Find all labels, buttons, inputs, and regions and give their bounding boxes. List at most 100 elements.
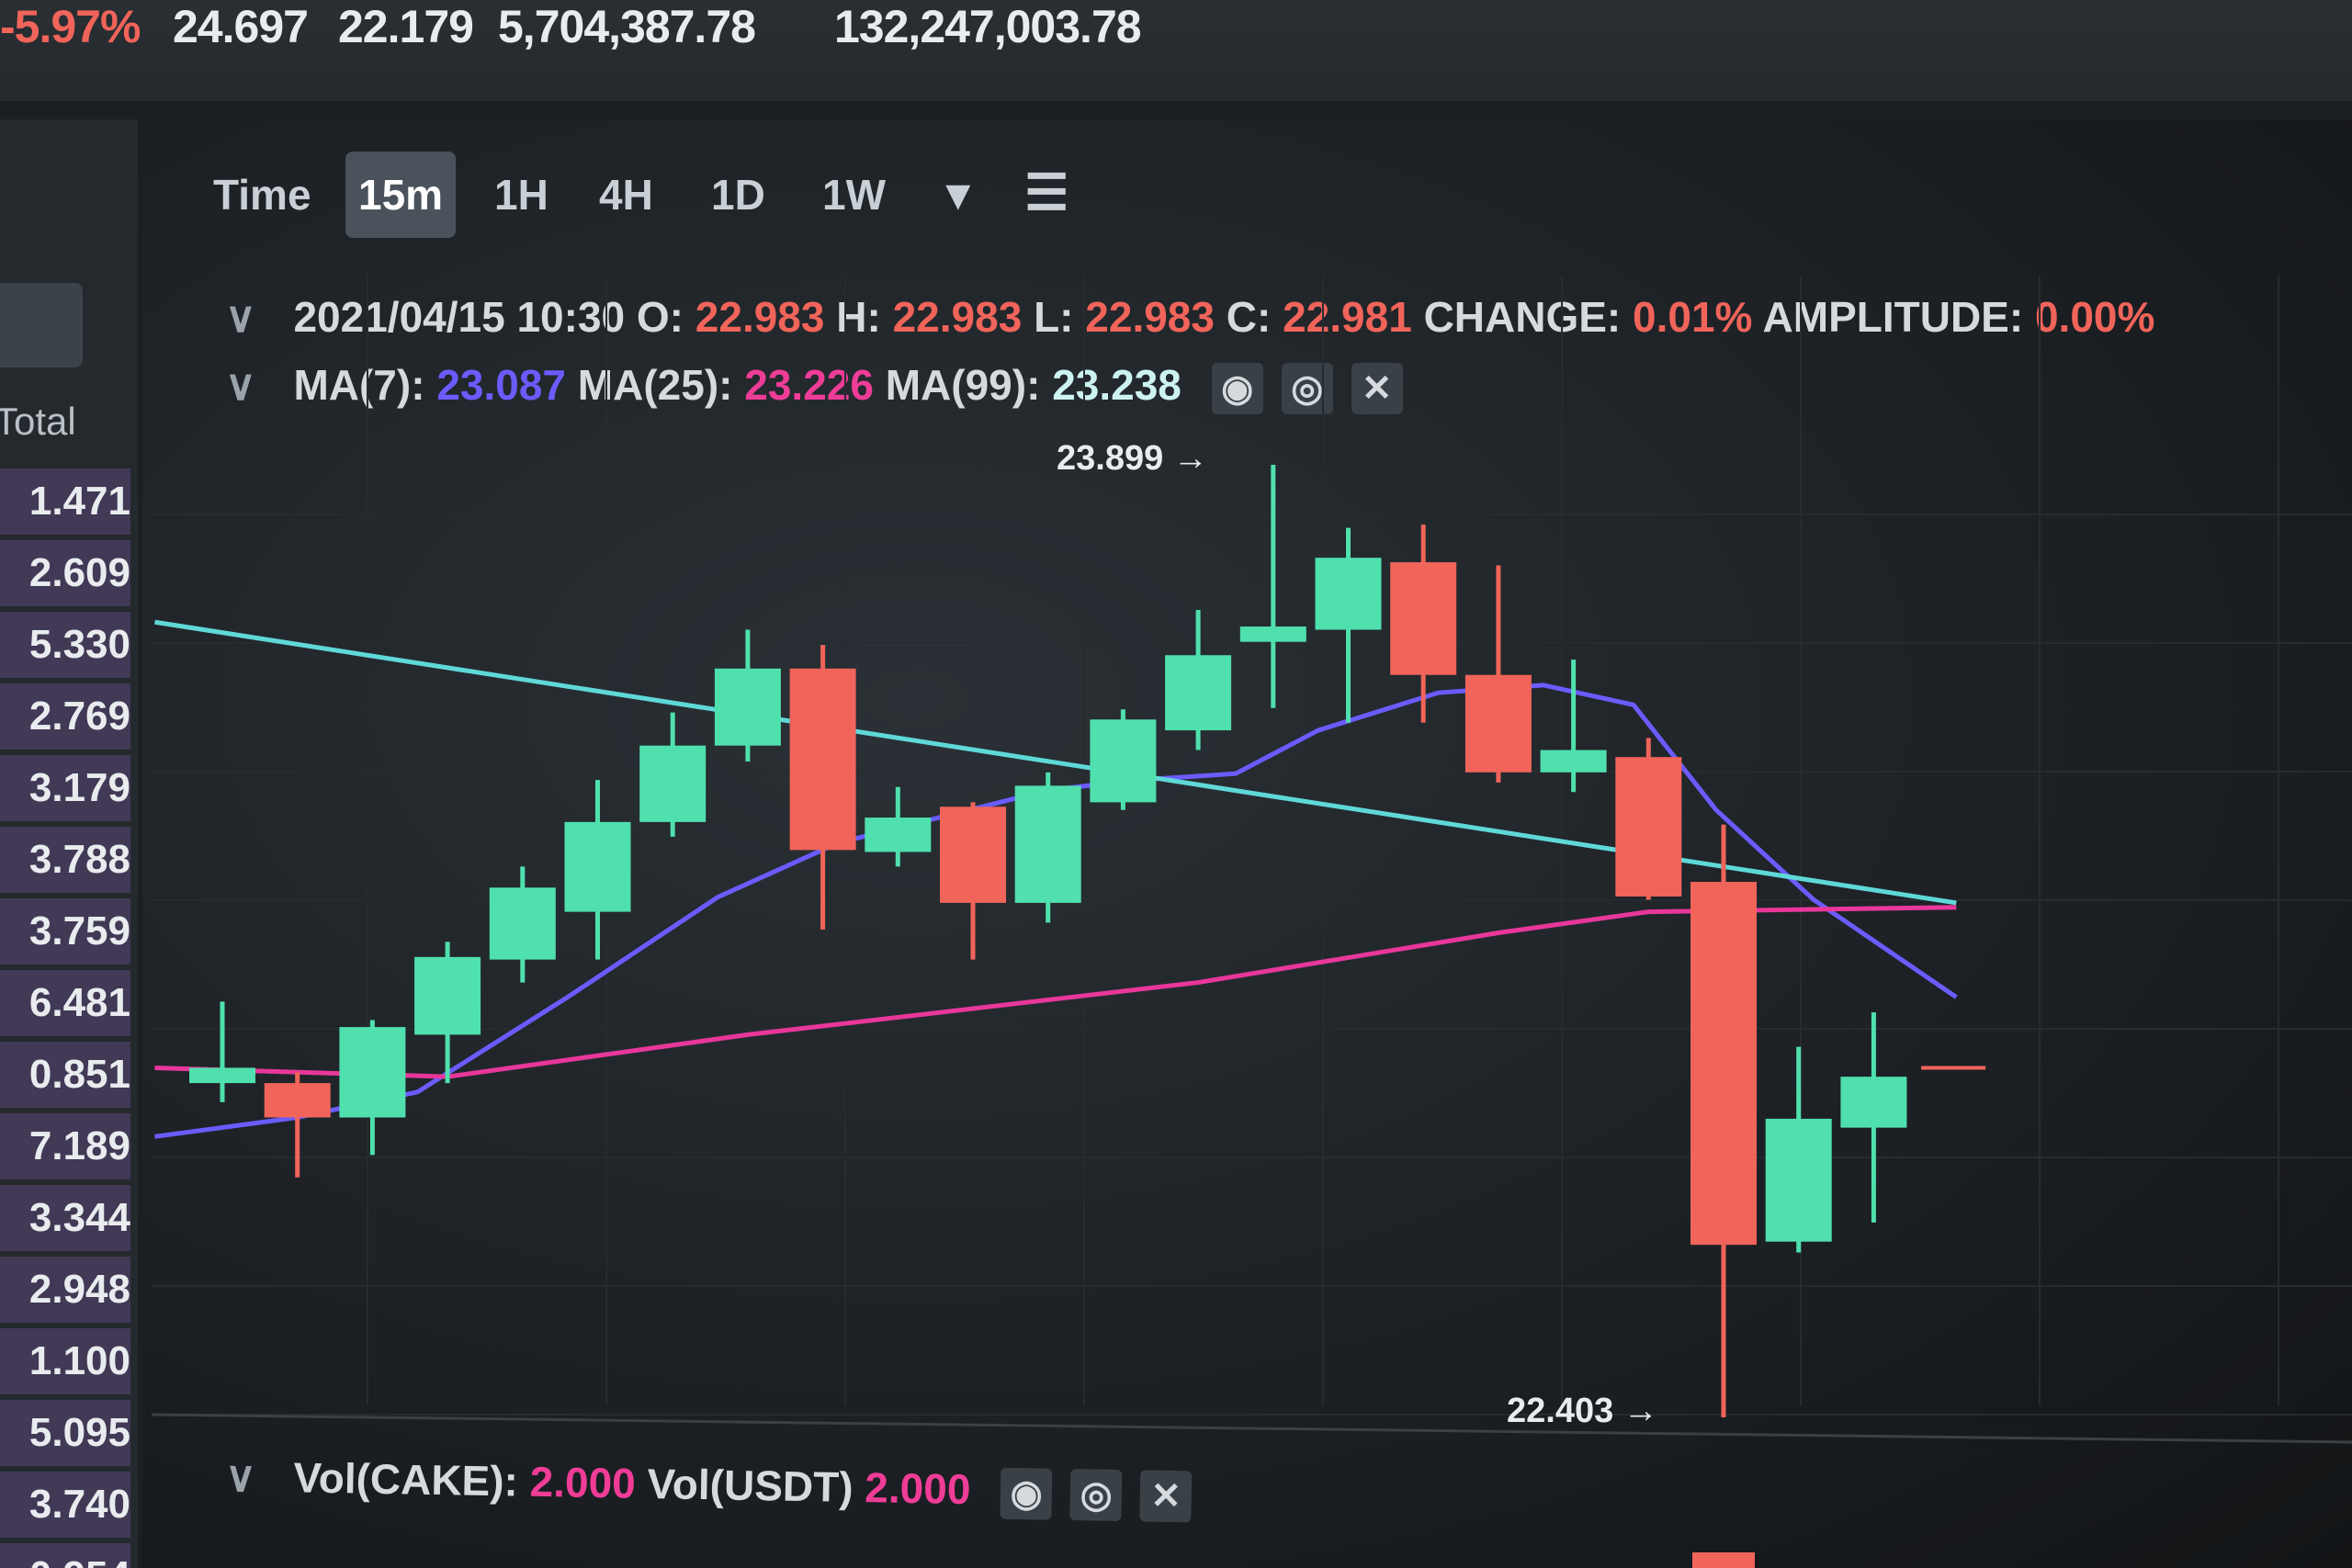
- order-book-row[interactable]: 3.788: [0, 827, 130, 893]
- ma25-label: MA(25):: [577, 361, 733, 409]
- close-icon[interactable]: ✕: [1351, 362, 1403, 414]
- chart-panel: [142, 119, 2352, 1568]
- candle-up: [1239, 626, 1306, 642]
- eye-icon[interactable]: ◉: [1211, 362, 1263, 414]
- high-value: 22.983: [892, 293, 1023, 341]
- low-value: 22.983: [1085, 293, 1215, 341]
- candle-up: [564, 821, 631, 912]
- candle-up: [489, 887, 556, 960]
- candle-up: [1540, 750, 1607, 773]
- tab-4h[interactable]: 4H: [599, 171, 653, 219]
- arrow-right-icon: →: [1172, 439, 1208, 478]
- order-book-row[interactable]: 6.481: [0, 970, 130, 1036]
- order-book-row[interactable]: 0.954: [0, 1543, 130, 1568]
- vol-usdt-label: Vol(USDT): [647, 1460, 854, 1511]
- tab-1h[interactable]: 1H: [494, 171, 548, 219]
- candle-up: [1165, 655, 1232, 731]
- ticker-bar: -5.97% 24.697 22.179 5,704,387.78 132,24…: [0, 0, 2352, 101]
- open-label: O:: [636, 293, 684, 341]
- candle-up: [189, 1067, 255, 1084]
- close-value: 22.981: [1283, 293, 1412, 341]
- ohlc-datetime: 2021/04/15 10:30: [293, 293, 626, 341]
- ma99-label: MA(99):: [885, 361, 1041, 409]
- ticker-change: -5.97%: [0, 1, 141, 52]
- candle-up: [865, 818, 932, 852]
- order-book-header-total: Total: [0, 400, 76, 443]
- vol-cake-value: 2.000: [529, 1457, 637, 1507]
- chevron-down-icon[interactable]: ∨: [225, 293, 256, 341]
- candle-down: [1390, 562, 1457, 675]
- vol-usdt-value: 2.000: [864, 1463, 971, 1514]
- order-book-row[interactable]: 0.851: [0, 1042, 130, 1108]
- chevron-down-icon[interactable]: ∨: [225, 361, 256, 409]
- candle-up: [1765, 1118, 1832, 1242]
- vol-cake-label: Vol(CAKE):: [293, 1453, 519, 1506]
- tab-15m[interactable]: 15m: [345, 152, 457, 238]
- chevron-down-icon[interactable]: ∨: [224, 1452, 257, 1501]
- order-book-row[interactable]: 5.095: [0, 1400, 130, 1466]
- order-book-row[interactable]: 5.330: [0, 612, 130, 678]
- order-book-row[interactable]: 3.740: [0, 1472, 130, 1538]
- ticker-high: 24.697: [173, 1, 309, 52]
- candle-down: [940, 807, 1006, 903]
- high-label: H:: [836, 293, 881, 341]
- candle-down: [1615, 757, 1682, 897]
- ohlc-legend: ∨ 2021/04/15 10:30 O: 22.983 H: 22.983 L…: [225, 292, 2154, 342]
- change-label: CHANGE:: [1423, 293, 1622, 341]
- volume-bar: [1692, 1552, 1755, 1568]
- ma99-value: 23.238: [1052, 361, 1182, 409]
- sliders-icon[interactable]: ☰: [1024, 165, 1069, 220]
- low-annotation: 22.403 →: [1507, 1392, 1658, 1431]
- arrow-right-icon: →: [1623, 1392, 1658, 1430]
- order-book-row[interactable]: 7.189: [0, 1113, 130, 1179]
- candle-down: [1464, 674, 1532, 773]
- order-book-row[interactable]: 2.769: [0, 683, 130, 750]
- ticker-low: 22.179: [338, 1, 474, 52]
- change-value: 0.01%: [1633, 293, 1753, 341]
- open-value: 22.983: [695, 293, 825, 341]
- candle-down: [264, 1083, 331, 1118]
- tab-time[interactable]: Time: [213, 171, 311, 219]
- ticker-vol-base: 5,704,387.78: [498, 1, 756, 52]
- order-book-row[interactable]: 3.179: [0, 755, 130, 821]
- pane-divider: [151, 1413, 2352, 1444]
- order-book-row[interactable]: 3.759: [0, 898, 130, 964]
- candle-up: [1090, 719, 1157, 803]
- settings-icon[interactable]: ◎: [1069, 1468, 1123, 1521]
- order-book-row[interactable]: 1.471: [0, 468, 130, 535]
- high-annotation: 23.899 →: [1057, 439, 1208, 479]
- order-book: Total 1.471 2.609 5.330 2.769 3.179 3.788 3.75…: [0, 119, 138, 1568]
- amplitude-value: 0.00%: [2034, 293, 2155, 341]
- candle-up: [1014, 785, 1081, 903]
- print-icon[interactable]: [0, 283, 83, 367]
- order-book-row[interactable]: 1.100: [0, 1328, 130, 1394]
- ticker-vol-quote: 132,247,003.78: [834, 1, 1142, 52]
- candle-up: [1840, 1077, 1907, 1128]
- ma7-label: MA(7):: [293, 361, 425, 409]
- candle-up: [414, 956, 481, 1035]
- ma-legend: ∨ MA(7): 23.087 MA(25): 23.226 MA(99): 2…: [225, 360, 1403, 414]
- tab-1d[interactable]: 1D: [711, 171, 765, 219]
- candle-up: [639, 745, 707, 822]
- eye-icon[interactable]: ◉: [1000, 1467, 1053, 1520]
- tab-1w[interactable]: 1W: [822, 171, 886, 219]
- high-annotation-label: 23.899: [1057, 439, 1164, 478]
- order-book-row[interactable]: 2.948: [0, 1257, 130, 1323]
- candle-up: [714, 668, 781, 746]
- ma25-value: 23.226: [744, 361, 874, 409]
- amplitude-label: AMPLITUDE:: [1762, 293, 2024, 341]
- settings-icon[interactable]: ◎: [1281, 362, 1333, 414]
- caret-down-icon[interactable]: ▼: [937, 171, 979, 219]
- candle-down: [789, 668, 856, 851]
- low-annotation-label: 22.403: [1507, 1392, 1614, 1430]
- close-label: C:: [1226, 293, 1272, 341]
- candle-down: [1690, 882, 1757, 1246]
- candle-up: [339, 1027, 406, 1118]
- order-book-row[interactable]: 3.344: [0, 1185, 130, 1251]
- close-icon[interactable]: ✕: [1139, 1470, 1193, 1523]
- ma7-value: 23.087: [436, 361, 567, 409]
- candle-up: [1315, 558, 1382, 630]
- order-book-row[interactable]: 2.609: [0, 540, 130, 606]
- low-label: L:: [1034, 293, 1074, 341]
